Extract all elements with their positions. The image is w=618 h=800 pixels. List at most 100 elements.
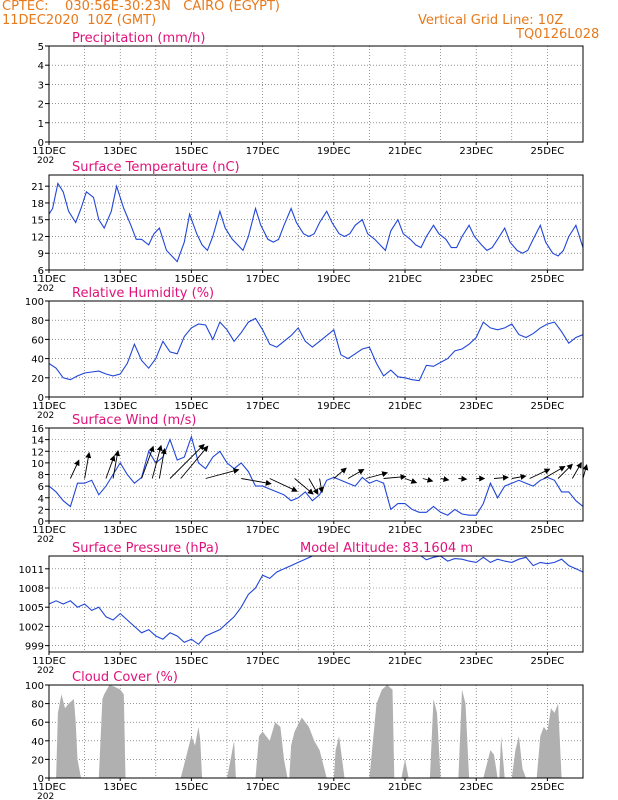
wind-arrow <box>151 444 163 479</box>
x-tick-label: 23DEC <box>459 525 493 536</box>
wind-arrow <box>493 474 509 481</box>
wind-arrow <box>347 468 365 479</box>
x-year-fragment: 202 <box>37 411 54 421</box>
x-tick-label: 19DEC <box>317 274 351 285</box>
y-tick-label: 2 <box>38 505 44 516</box>
cloud-area <box>49 685 583 778</box>
x-tick-label: 23DEC <box>459 782 493 793</box>
wind-arrow <box>458 475 468 482</box>
wind-arrow <box>318 478 325 494</box>
temp-title: Surface Temperature (nC) <box>72 160 240 175</box>
wind-arrow <box>84 451 92 479</box>
panel-cloud: 0 20 40 60 80 100 11DEC 13DEC 15DEC 17DEC 19DEC 21D… <box>25 670 584 800</box>
x-tick-label: 13DEC <box>103 274 137 285</box>
wind-arrow <box>294 478 314 495</box>
x-year-fragment: 202 <box>37 666 54 676</box>
x-tick-label: 13DEC <box>103 401 137 412</box>
x-tick-label: 25DEC <box>531 274 565 285</box>
wind-arrow <box>105 455 116 479</box>
y-tick-label: 40 <box>31 355 44 366</box>
x-tick-label: 15DEC <box>175 525 209 536</box>
plot-frame <box>48 174 584 271</box>
model-altitude-label: Model Altitude: 83.1604 m <box>300 541 473 556</box>
wind-arrow <box>141 445 155 479</box>
x-year-fragment: 202 <box>37 535 54 545</box>
wind-arrow <box>169 443 205 479</box>
wind-arrow <box>112 449 121 479</box>
y-tick-label: 8 <box>38 471 44 482</box>
pressure-title: Surface Pressure (hPa) <box>72 541 219 556</box>
y-tick-label: 10 <box>31 459 44 470</box>
header-line2-left: 11DEC2020 10Z (GMT) <box>2 13 157 28</box>
wind-arrow <box>69 459 80 479</box>
y-tick-label: 6 <box>38 266 44 277</box>
x-tick-label: 25DEC <box>531 782 565 793</box>
y-tick-label: 1005 <box>19 603 44 614</box>
y-tick-label: 1011 <box>19 565 44 576</box>
wind-arrow <box>383 474 407 481</box>
x-tick-label: 25DEC <box>531 146 565 157</box>
x-tick-label: 17DEC <box>246 525 280 536</box>
wind-line <box>49 434 583 516</box>
y-tick-label: 100 <box>25 681 44 692</box>
y-tick-label: 100 <box>25 297 44 308</box>
panel-precip: 0 1 2 3 4 5 11DEC 13DEC 15DEC 17DEC 19DEC 21DEC 23DE… <box>32 31 584 166</box>
panel-temp: 6 9 12 15 18 21 11DEC 13DEC 15DEC 17DEC 19DEC 21DEC… <box>31 160 584 294</box>
x-tick-label: 13DEC <box>103 782 137 793</box>
cloud-title: Cloud Cover (%) <box>72 670 178 685</box>
x-tick-label: 17DEC <box>246 146 280 157</box>
y-tick-label: 1002 <box>19 622 44 633</box>
x-tick-label: 25DEC <box>531 525 565 536</box>
x-tick-label: 11DEC <box>32 274 66 285</box>
x-tick-label: 19DEC <box>317 401 351 412</box>
x-tick-label: 11DEC <box>32 656 66 667</box>
x-tick-label: 21DEC <box>388 146 422 157</box>
x-tick-label: 19DEC <box>317 525 351 536</box>
wind-arrow <box>333 467 347 479</box>
y-tick-label: 5 <box>38 42 44 53</box>
x-tick-label: 11DEC <box>32 782 66 793</box>
rh-title: Relative Humidity (%) <box>72 286 214 301</box>
x-tick-label: 23DEC <box>459 401 493 412</box>
x-tick-label: 17DEC <box>246 656 280 667</box>
plot-frame <box>48 555 584 653</box>
x-tick-label: 15DEC <box>175 656 209 667</box>
y-tick-label: 20 <box>31 374 44 385</box>
y-tick-label: 21 <box>31 182 44 193</box>
y-tick-label: 80 <box>31 316 44 327</box>
y-tick-label: 12 <box>31 232 44 243</box>
wind-arrow <box>543 465 566 479</box>
y-tick-label: 4 <box>38 494 44 505</box>
plot-frame <box>48 684 584 779</box>
wind-arrow <box>404 478 418 484</box>
x-year-fragment: 202 <box>37 792 54 800</box>
x-tick-label: 23DEC <box>459 146 493 157</box>
header-line1-right: Vertical Grid Line: 10Z <box>418 13 564 28</box>
x-tick-label: 13DEC <box>103 656 137 667</box>
x-tick-label: 23DEC <box>459 274 493 285</box>
x-tick-label: 13DEC <box>103 146 137 157</box>
wind-title: Surface Wind (m/s) <box>72 413 196 428</box>
wind-arrow <box>269 478 298 492</box>
header-line1-left: CPTEC: 030:56E-30:23N CAIRO (EGYPT) <box>2 0 280 14</box>
wind-arrow <box>557 463 573 479</box>
x-tick-label: 25DEC <box>531 401 565 412</box>
temp-line <box>49 181 583 263</box>
panel-rh: 0 20 40 60 80 100 11DEC 13DEC 15DEC 17DEC 19DEC 21D… <box>25 286 584 421</box>
wind-arrow <box>422 476 434 483</box>
x-tick-label: 17DEC <box>246 782 280 793</box>
wind-arrow <box>571 462 582 479</box>
x-tick-label: 23DEC <box>459 656 493 667</box>
precip-title: Precipitation (mm/h) <box>72 31 205 46</box>
x-tick-label: 15DEC <box>175 146 209 157</box>
x-tick-label: 17DEC <box>246 274 280 285</box>
y-tick-label: 60 <box>31 335 44 346</box>
x-tick-label: 13DEC <box>103 525 137 536</box>
y-tick-label: 12 <box>31 447 44 458</box>
y-tick-label: 9 <box>38 249 44 260</box>
y-tick-label: 0 <box>38 393 44 404</box>
x-year-fragment: 202 <box>37 156 54 166</box>
rh-line <box>49 317 583 382</box>
